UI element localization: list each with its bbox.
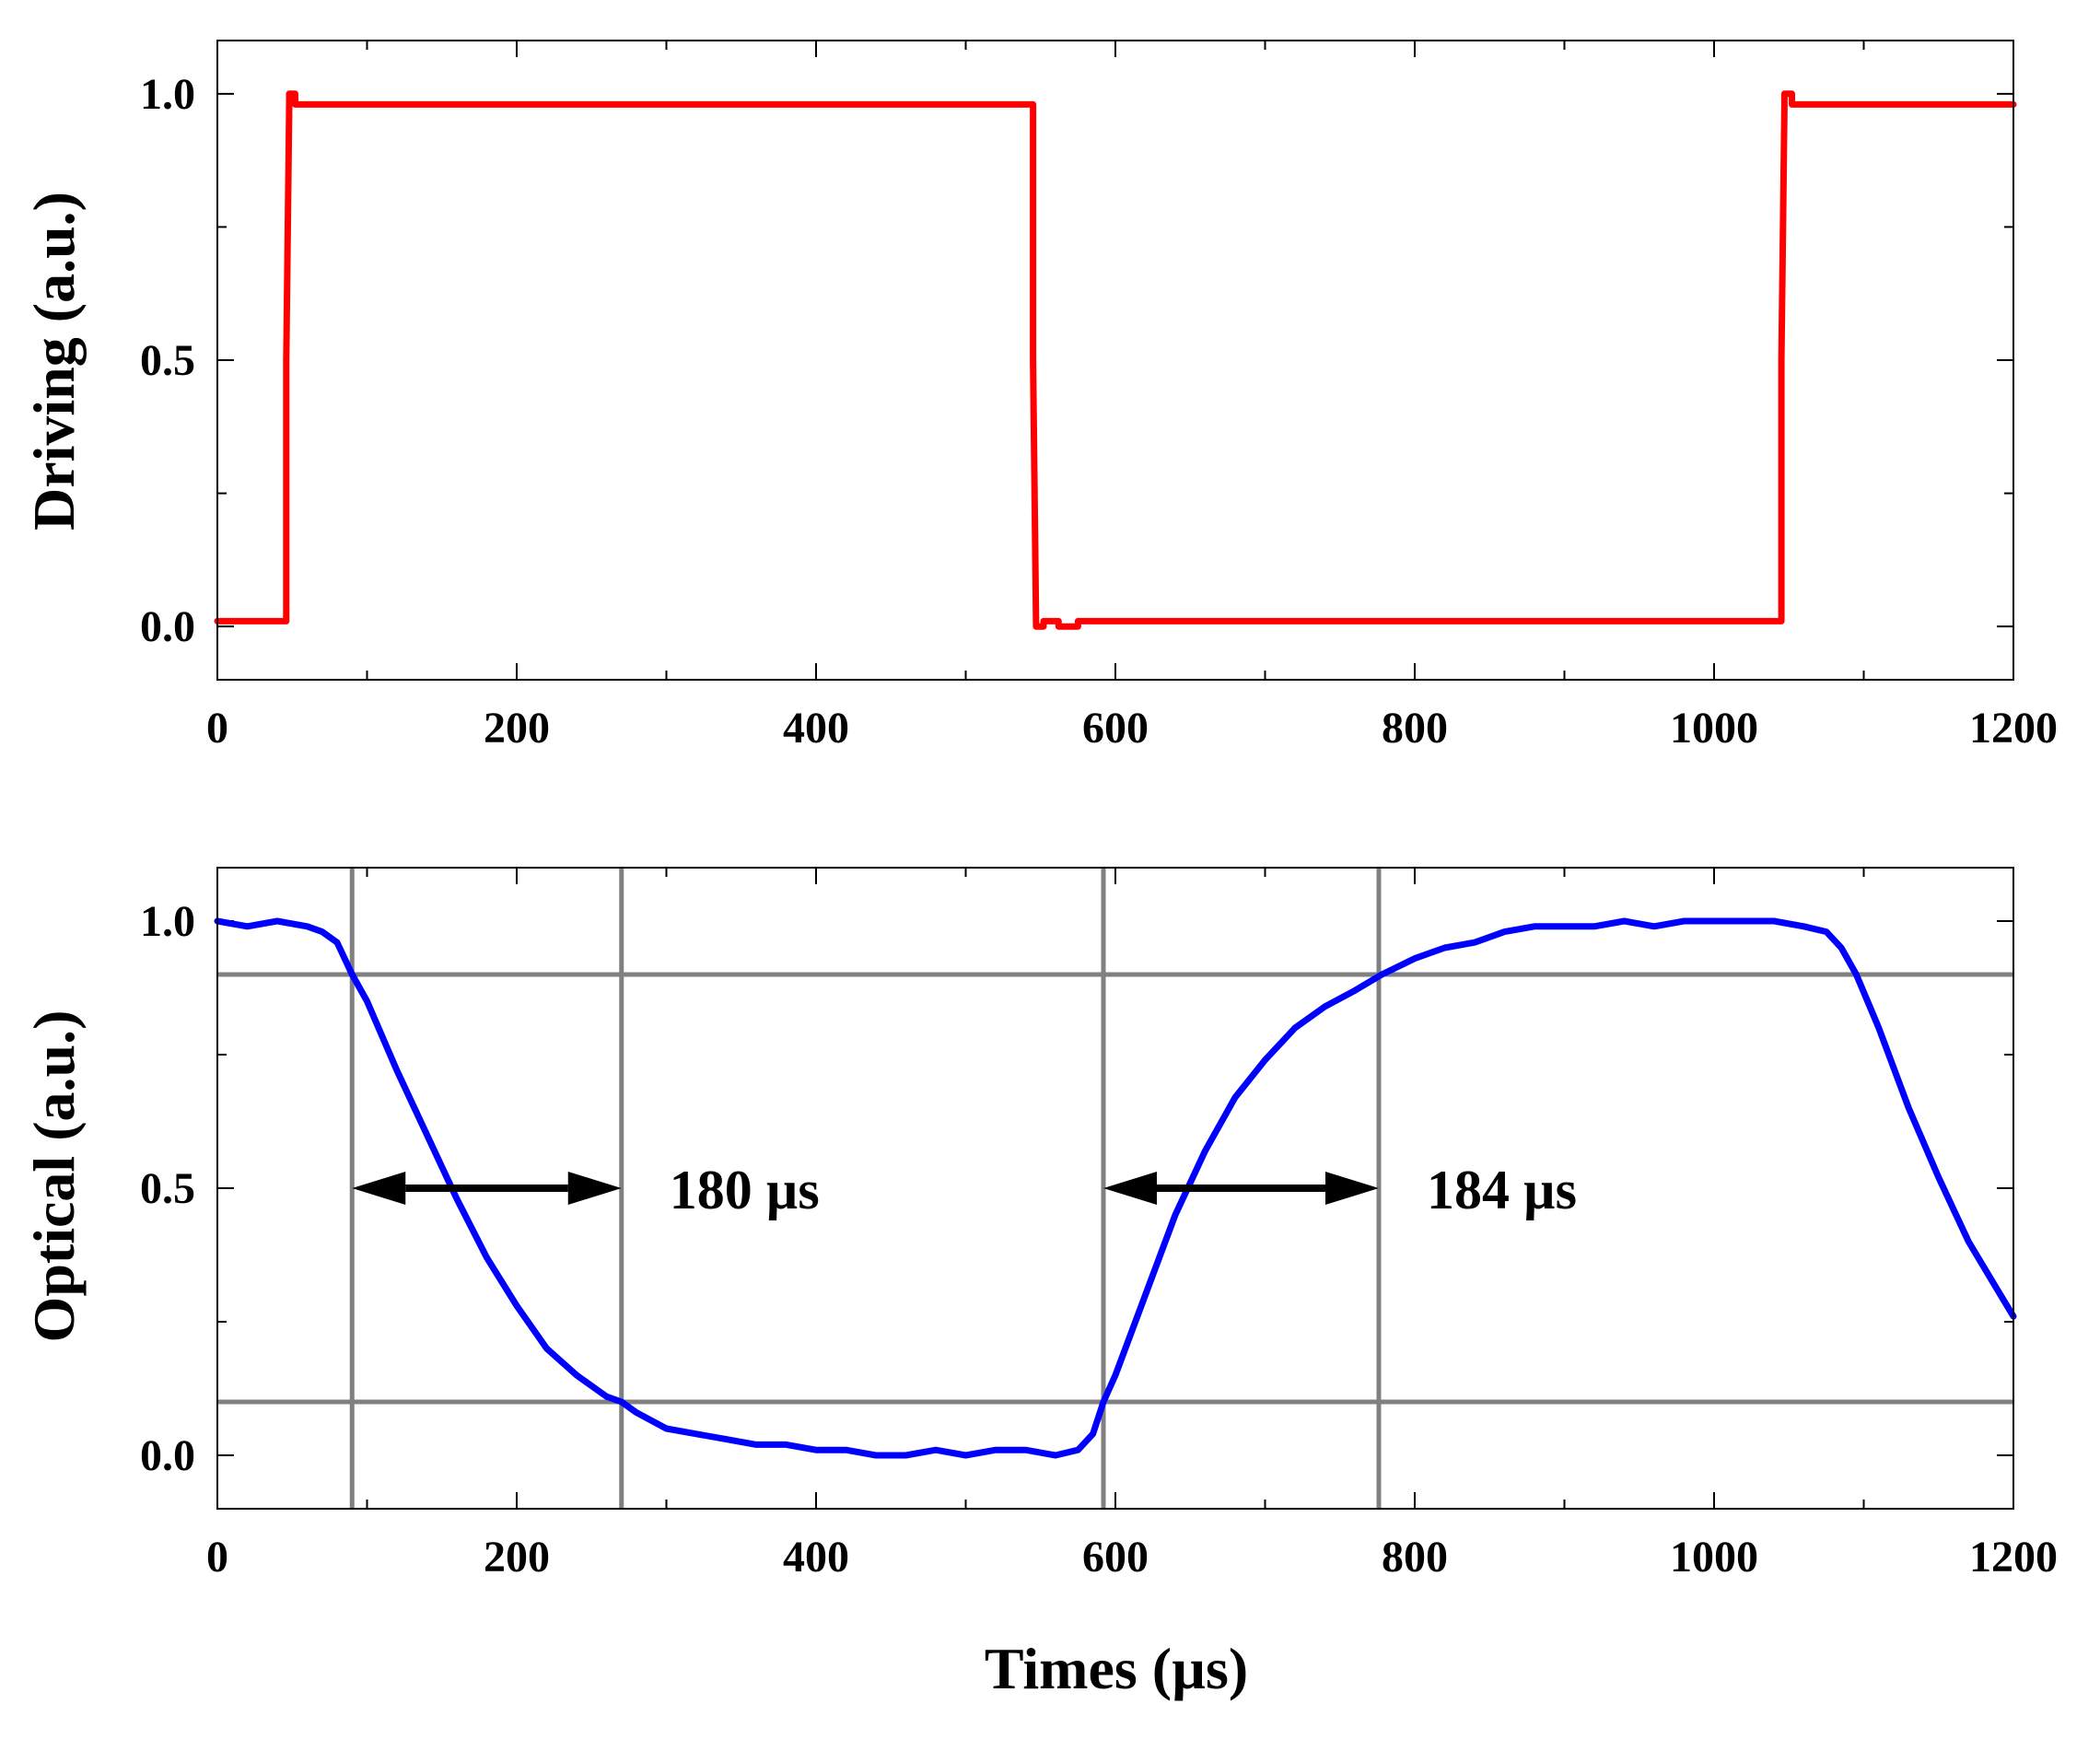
rise-time-annotation: 184 µs [1427,1160,1577,1220]
driving-x-tick-label: 1000 [1670,704,1758,753]
driving-x-tick-label: 0 [206,704,228,753]
optical-y-axis-title: Optical (a.u.) [21,1010,87,1343]
optical-y-tick-label: 0.5 [140,1164,195,1213]
x-axis-title: Times (µs) [985,1636,1248,1701]
optical-x-tick-label: 200 [484,1533,550,1581]
driving-x-tick-labels: 0 200 400 600 800 1000 1200 [206,704,2058,753]
optical-x-tick-labels: 0 200 400 600 800 1000 1200 [206,1533,2058,1581]
optical-plot-frame [216,867,2014,1510]
fall-time-annotation: 180 µs [670,1160,820,1220]
optical-y-tick-labels: 0.0 0.5 1.0 [140,897,195,1480]
optical-x-tick-label: 0 [206,1533,228,1581]
driving-y-tick-label: 1.0 [140,70,195,119]
annotation-arrowhead-right [567,1172,622,1205]
optical-x-tick-label: 1200 [1969,1533,2058,1581]
driving-series-line [214,90,2017,630]
optical-series-group [214,917,2017,1459]
driving-x-tick-label: 400 [783,704,849,753]
driving-y-tick-label: 0.0 [140,602,195,651]
optical-x-tick-label: 400 [783,1533,849,1581]
driving-x-tick-label: 1200 [1969,704,2058,753]
driving-x-tick-label: 200 [484,704,550,753]
driving-series-group [214,90,2017,630]
driving-plot-frame [216,40,2014,681]
optical-x-tick-label: 1000 [1670,1533,1758,1581]
driving-panel: Driving (a.u.) 0 200 400 600 800 1000 12… [21,40,2058,753]
optical-y-tick-label: 0.0 [140,1431,195,1480]
optical-y-tick-label: 1.0 [140,897,195,946]
driving-x-tick-label: 800 [1382,704,1448,753]
driving-y-tick-label: 0.5 [140,336,195,385]
driving-y-tick-labels: 0.0 0.5 1.0 [140,70,195,651]
driving-y-axis-title: Driving (a.u.) [21,192,87,531]
optical-x-tick-label: 600 [1082,1533,1149,1581]
driving-x-tick-label: 600 [1082,704,1149,753]
annotation-arrowhead-left [1103,1172,1157,1205]
optical-panel: Optical (a.u.) Times (µs) 0 200 400 600 … [21,867,2058,1701]
annotation-arrowhead-left [352,1172,406,1205]
optical-series-line [214,917,2017,1459]
optical-arrows [352,1172,1379,1205]
optical-x-tick-label: 800 [1382,1533,1448,1581]
annotation-arrowhead-right [1325,1172,1379,1205]
